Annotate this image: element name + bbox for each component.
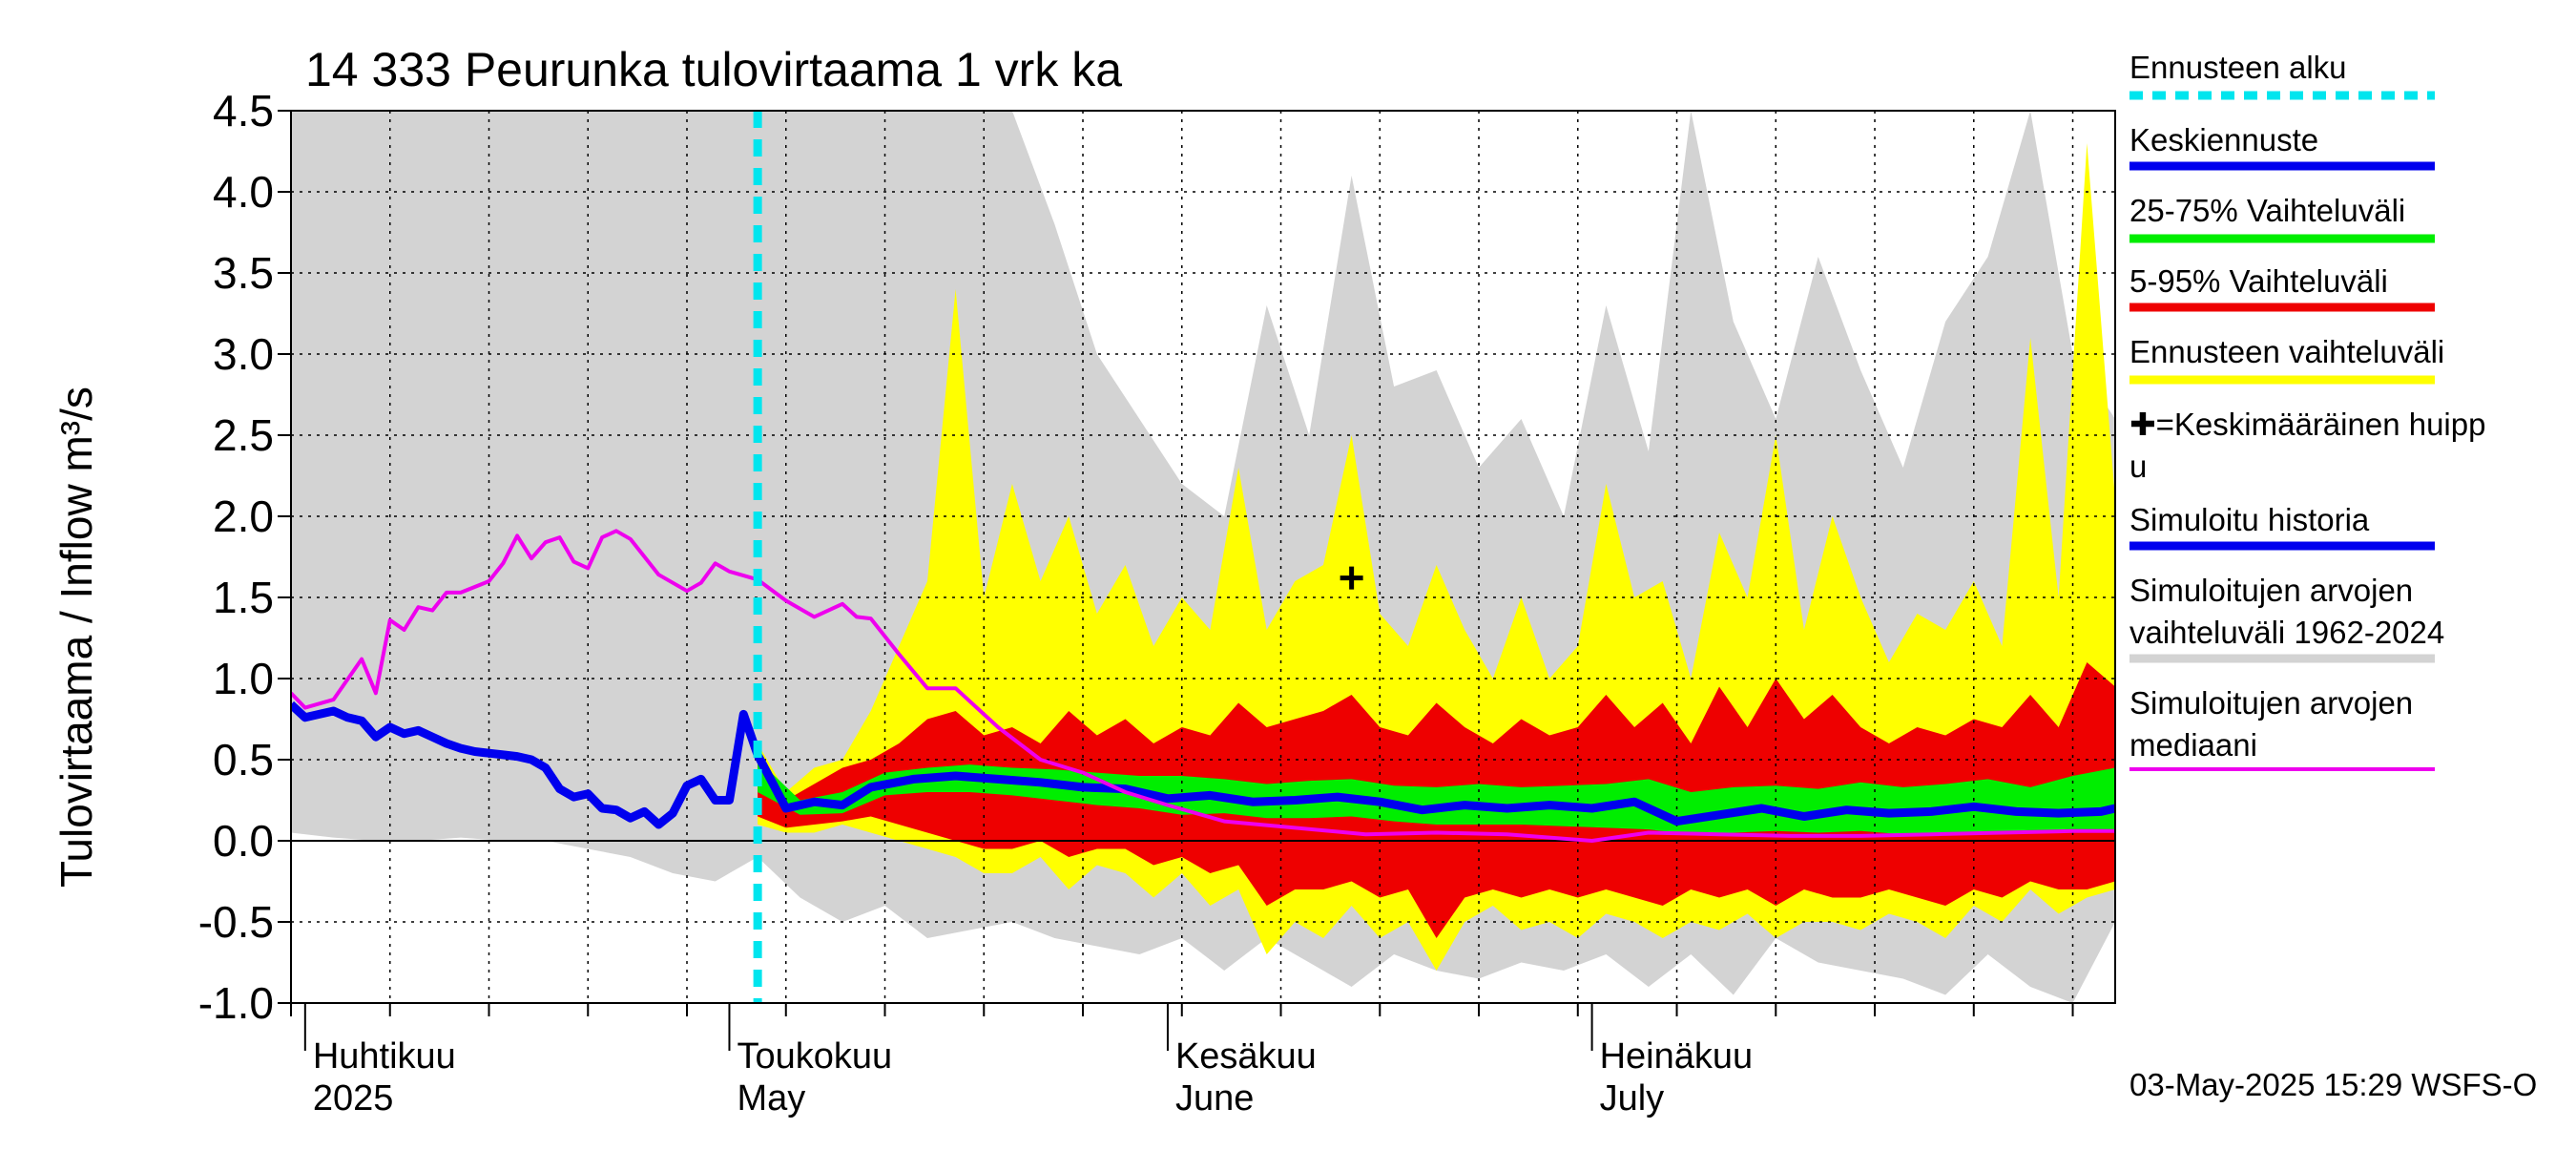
legend-label: vaihteluväli 1962-2024 <box>2129 615 2444 650</box>
mean-peak-marker <box>1340 566 1363 590</box>
month-sublabel: May <box>737 1078 805 1119</box>
month-label: Kesäkuu <box>1175 1036 1317 1077</box>
y-tick-label: 2.0 <box>213 491 274 541</box>
legend-label: 25-75% Vaihteluväli <box>2129 193 2405 228</box>
y-tick-label: 3.0 <box>213 329 274 379</box>
month-sublabel: July <box>1600 1078 1665 1119</box>
y-tick-label: 3.5 <box>213 248 274 298</box>
series-line-1 <box>291 700 762 829</box>
y-tick-label: 0.5 <box>213 735 274 784</box>
month-sublabel: June <box>1175 1078 1254 1119</box>
legend-label: ✚=Keskimääräinen huipp <box>2129 407 2485 442</box>
y-tick-label: 4.0 <box>213 167 274 217</box>
legend-label: mediaani <box>2129 727 2257 763</box>
y-tick-label: 4.5 <box>213 86 274 136</box>
y-tick-label: 2.5 <box>213 410 274 460</box>
chart-title: 14 333 Peurunka tulovirtaama 1 vrk ka <box>305 43 1122 96</box>
month-label: Toukokuu <box>737 1036 892 1077</box>
legend-label: Ennusteen vaihteluväli <box>2129 334 2444 369</box>
y-tick-label: 0.0 <box>213 816 274 866</box>
y-axis-label: Tulovirtaama / Inflow m³/s <box>52 387 101 888</box>
month-label: Huhtikuu <box>313 1036 456 1077</box>
month-sublabel: 2025 <box>313 1078 394 1119</box>
y-tick-label: 1.0 <box>213 654 274 703</box>
legend-label: Simuloitujen arvojen <box>2129 573 2413 608</box>
legend-label: Simuloitujen arvojen <box>2129 685 2413 721</box>
legend-label: u <box>2129 449 2147 484</box>
y-tick-label: -0.5 <box>198 897 274 947</box>
series-line-3 <box>291 529 2115 843</box>
legend-label: 5-95% Vaihteluväli <box>2129 263 2388 299</box>
series-line-2 <box>754 752 2115 826</box>
legend-label: Keskiennuste <box>2129 122 2318 157</box>
legend-label: Simuloitu historia <box>2129 502 2370 537</box>
plot-frame <box>290 110 2116 1004</box>
month-label: Heinäkuu <box>1600 1036 1754 1077</box>
timestamp: 03-May-2025 15:29 WSFS-O <box>2129 1067 2537 1102</box>
y-tick-label: 1.5 <box>213 573 274 622</box>
y-tick-label: -1.0 <box>198 978 274 1028</box>
legend-label: Ennusteen alku <box>2129 50 2347 85</box>
